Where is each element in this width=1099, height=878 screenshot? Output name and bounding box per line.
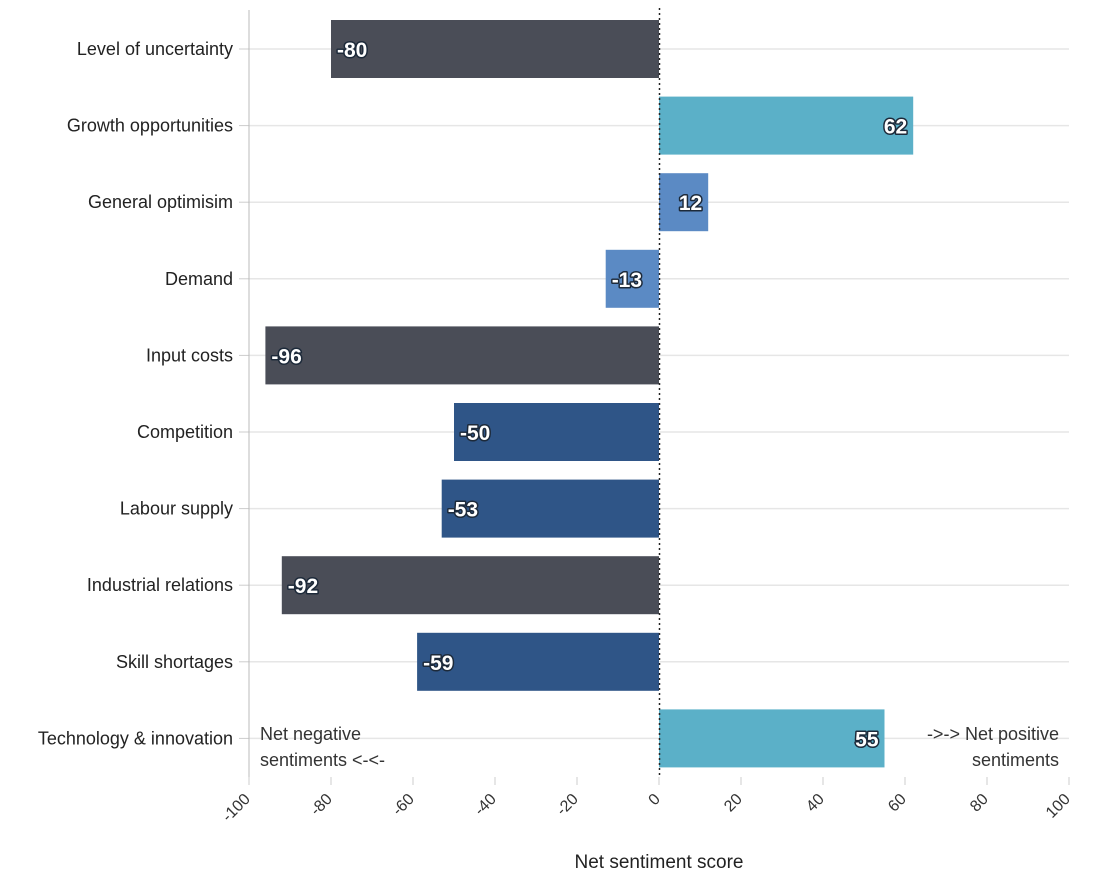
x-tick-label: 80 bbox=[967, 791, 992, 816]
bar bbox=[417, 632, 659, 691]
category-label: Demand bbox=[165, 269, 233, 289]
bar bbox=[265, 326, 659, 385]
positive-annotation-line-2: sentiments bbox=[972, 750, 1059, 770]
negative-annotation-line-2: sentiments <-<- bbox=[260, 750, 385, 770]
annotations: Net negative sentiments <-<- ->-> Net po… bbox=[260, 724, 1059, 770]
x-tick-label: 40 bbox=[803, 791, 828, 816]
bar bbox=[281, 556, 659, 615]
bar bbox=[331, 20, 659, 78]
bar-value-label: -80 bbox=[337, 39, 367, 62]
bar bbox=[659, 96, 914, 155]
x-tick-label: -40 bbox=[471, 791, 499, 819]
bar-value-label: 62 bbox=[884, 116, 907, 139]
bar-value-label: -53 bbox=[448, 499, 478, 522]
category-label: Growth opportunities bbox=[67, 116, 233, 136]
x-tick-label: 100 bbox=[1043, 791, 1074, 822]
bar-value-label: -50 bbox=[460, 422, 490, 445]
category-label: Technology & innovation bbox=[38, 728, 233, 748]
category-label: General optimisim bbox=[88, 192, 233, 212]
bar bbox=[441, 479, 659, 538]
bar-value-label: -96 bbox=[271, 345, 301, 368]
category-label: Competition bbox=[137, 422, 233, 442]
x-tick-label: -80 bbox=[307, 791, 335, 819]
category-label: Labour supply bbox=[120, 499, 233, 519]
category-label: Skill shortages bbox=[116, 652, 233, 672]
x-tick-label: -100 bbox=[219, 791, 254, 826]
x-tick-label: 60 bbox=[885, 791, 910, 816]
category-label: Input costs bbox=[146, 345, 233, 365]
bar-value-label: 12 bbox=[679, 192, 702, 215]
bar bbox=[454, 403, 659, 461]
bar-value-label: -59 bbox=[423, 652, 453, 675]
x-tick-label: 0 bbox=[646, 791, 664, 809]
x-tick-label: 20 bbox=[721, 791, 746, 816]
positive-annotation-line-1: ->-> Net positive bbox=[927, 724, 1059, 744]
bar bbox=[659, 173, 709, 232]
axes bbox=[248, 8, 661, 778]
x-axis-title: Net sentiment score bbox=[575, 852, 744, 873]
bar-value-label: 55 bbox=[855, 728, 879, 751]
category-label: Level of uncertainty bbox=[77, 39, 233, 59]
x-tick-label: -20 bbox=[553, 791, 581, 819]
bar-value-label: -92 bbox=[288, 575, 318, 598]
x-tick-label: -60 bbox=[389, 791, 417, 819]
bar bbox=[659, 709, 885, 768]
bars bbox=[265, 20, 914, 768]
negative-annotation-line-1: Net negative bbox=[260, 724, 361, 744]
bar-value-label: -13 bbox=[612, 269, 642, 292]
category-label: Industrial relations bbox=[87, 575, 233, 595]
bar bbox=[605, 249, 659, 308]
